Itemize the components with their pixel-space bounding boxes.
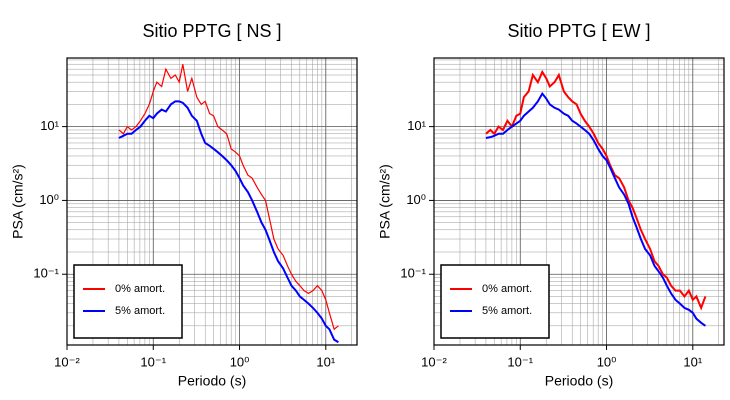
x-tick-label: 10⁻¹	[140, 354, 166, 369]
plot-frame	[66, 57, 358, 346]
series-line	[118, 64, 339, 331]
x-tick-label: 10¹	[683, 354, 702, 369]
legend-box	[440, 264, 550, 339]
x-tick-label: 10⁰	[597, 354, 617, 369]
x-tick-label: 10⁻²	[421, 354, 447, 369]
y-tick-label: 10¹	[407, 118, 426, 133]
series-line	[485, 91, 706, 327]
series-line	[485, 69, 707, 311]
series-line	[118, 100, 339, 344]
x-axis-label: Periodo (s)	[545, 373, 613, 389]
y-tick-label: 10¹	[40, 118, 59, 133]
y-tick-label: 10⁻¹	[400, 266, 426, 281]
x-tick-label: 10⁰	[230, 354, 250, 369]
y-tick-label: 10⁰	[39, 192, 59, 207]
y-tick-label: 10⁰	[406, 192, 426, 207]
x-axis-label: Periodo (s)	[178, 373, 246, 389]
x-tick-label: 10⁻²	[54, 354, 80, 369]
x-tick-label: 10¹	[316, 354, 335, 369]
legend-label: 0% amort.	[115, 283, 165, 295]
y-tick-label: 10⁻¹	[33, 266, 59, 281]
x-tick-label: 10⁻¹	[507, 354, 533, 369]
legend-label: 5% amort.	[482, 305, 532, 317]
plot-frame	[433, 57, 725, 346]
legend-label: 5% amort.	[115, 305, 165, 317]
chart-title: Sitio PPTG [ EW ]	[507, 21, 650, 41]
y-axis-label: PSA (cm/s²)	[10, 164, 26, 239]
legend-box	[73, 264, 183, 339]
chart-title: Sitio PPTG [ NS ]	[142, 21, 281, 41]
y-axis-label: PSA (cm/s²)	[377, 164, 393, 239]
legend-label: 0% amort.	[482, 283, 532, 295]
